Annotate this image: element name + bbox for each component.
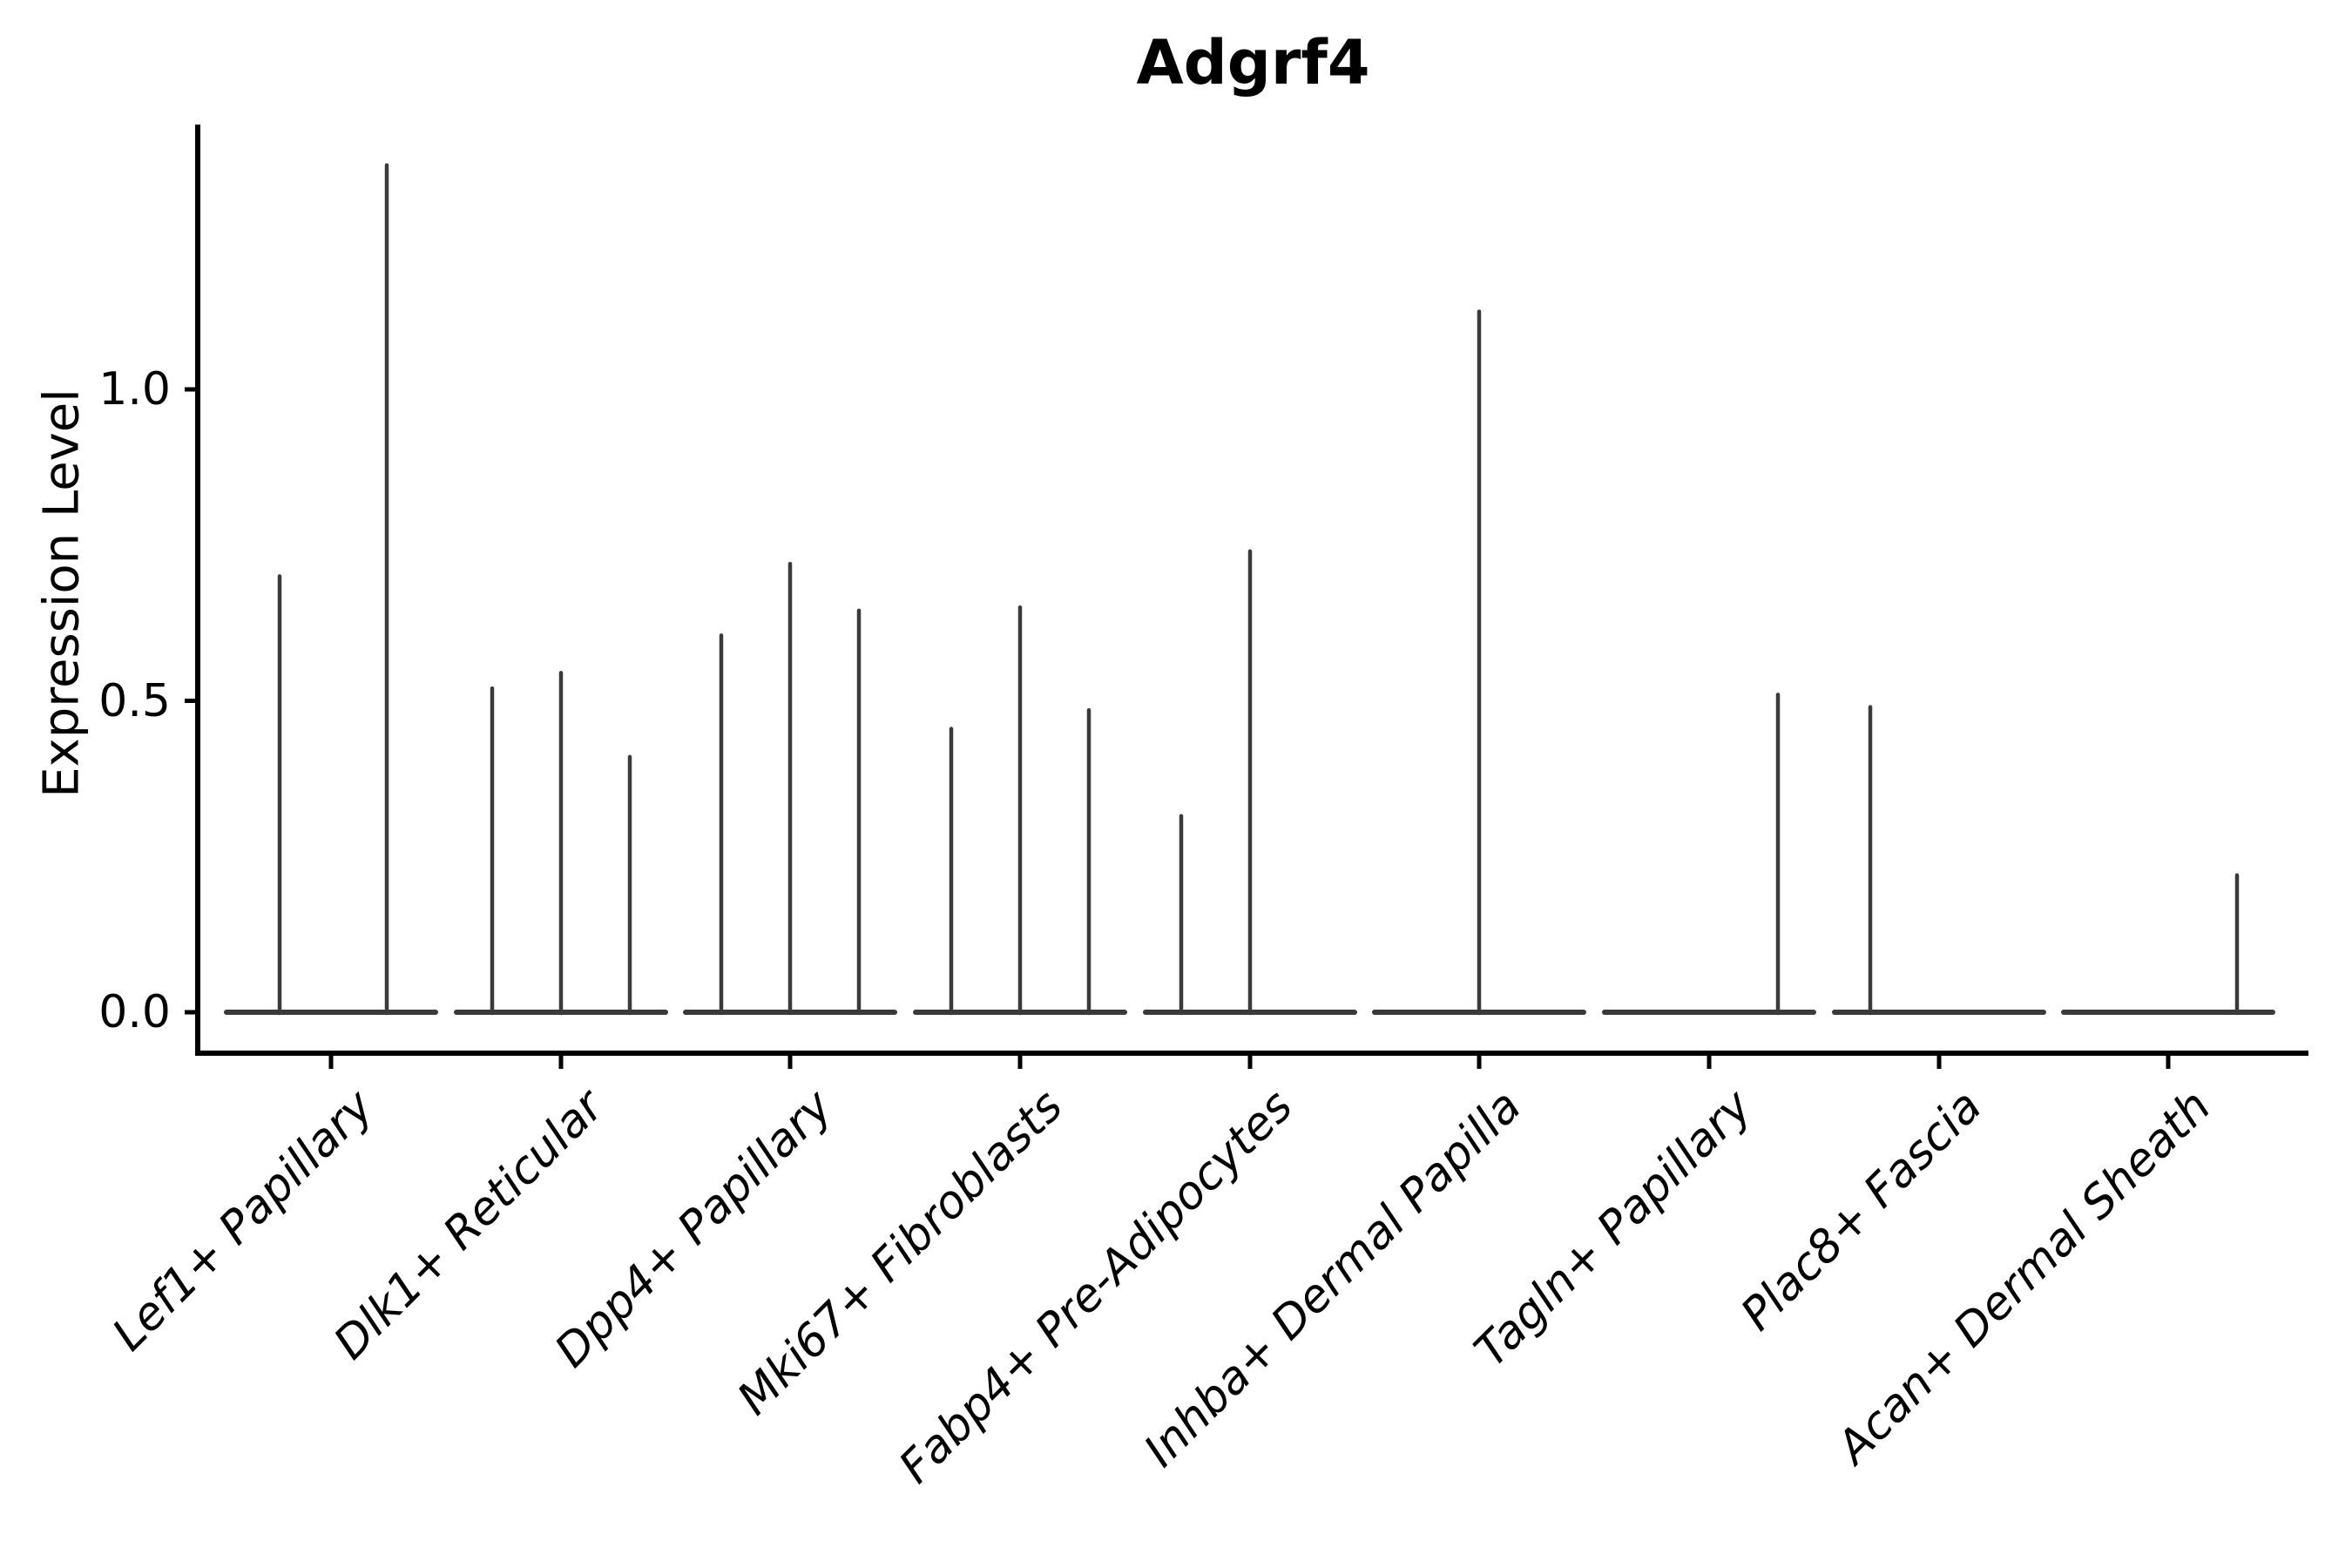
chart-title: Adgrf4 xyxy=(1136,27,1370,98)
y-tick-label-0: 0.0 xyxy=(98,986,171,1038)
y-tick-label-1: 0.5 xyxy=(98,674,171,727)
y-tick-label-2: 1.0 xyxy=(98,363,171,416)
